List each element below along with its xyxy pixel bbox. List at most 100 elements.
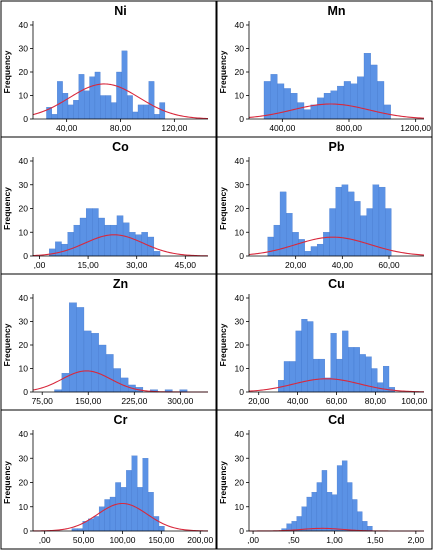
- x-tick-label: 200,00: [187, 535, 213, 545]
- y-tick-label: 40: [19, 293, 29, 303]
- histogram-bar: [296, 516, 302, 532]
- histogram-bar: [279, 191, 287, 257]
- histogram-bar: [330, 90, 338, 120]
- histogram-bar: [313, 358, 320, 393]
- x-tick-label: 100,00: [401, 396, 427, 406]
- normal-curve: [32, 502, 209, 532]
- histogram-bar: [51, 114, 58, 120]
- x-tick-label: 80,00: [365, 396, 387, 406]
- y-tick-label: 10: [235, 364, 245, 374]
- histogram-bar: [91, 333, 99, 393]
- panel-ni: Ni Frequency 0 10 20 30 40 40,00 80,00 120,00: [0, 0, 217, 138]
- histogram-bar: [73, 100, 79, 120]
- y-tick-label: 0: [239, 114, 244, 124]
- histogram-bar: [352, 499, 358, 532]
- histogram-bar: [98, 344, 107, 393]
- histogram-bar: [335, 186, 343, 257]
- x-tick-label: 60,00: [378, 260, 400, 270]
- y-tick-label: 30: [235, 180, 245, 190]
- chart-title: Co: [112, 140, 129, 154]
- y-tick-label: 0: [23, 114, 28, 124]
- histogram-bar: [326, 492, 333, 532]
- histogram-bar: [79, 217, 87, 257]
- histogram-bar: [93, 516, 100, 532]
- histogram-bar: [100, 95, 106, 120]
- histogram-bar: [110, 224, 118, 257]
- histogram-bar: [383, 365, 390, 393]
- histogram-bar: [104, 224, 111, 257]
- histogram-bar: [69, 302, 77, 393]
- histogram-bar: [336, 358, 343, 393]
- panel-mn: Mn Frequency 0 10 20 30 40 400,00 800,00 1200,00: [216, 0, 433, 138]
- histogram-bar: [347, 482, 353, 532]
- y-tick-label: 30: [235, 44, 245, 54]
- histogram-bar: [310, 246, 318, 257]
- histogram-bar: [283, 361, 290, 393]
- histogram-bar: [337, 85, 345, 120]
- y-tick-label: 40: [19, 20, 29, 30]
- histogram-bar: [270, 74, 278, 120]
- y-axis-label: Frequency: [218, 187, 228, 230]
- histogram-bar: [127, 95, 133, 120]
- panel-cu: Cu Frequency 0 10 20 30 40 20,00 40,00 60,00 80,00…: [216, 273, 433, 411]
- histogram-bar: [137, 104, 144, 120]
- histogram-bar: [113, 368, 121, 393]
- x-tick-label: 1,50: [367, 535, 384, 545]
- y-tick-label: 10: [235, 502, 245, 512]
- histogram-bar: [336, 465, 343, 532]
- histogram-bar: [135, 234, 142, 257]
- y-tick-label: 0: [23, 387, 28, 397]
- chart-title: Pb: [329, 140, 345, 154]
- histogram-bar: [67, 232, 74, 257]
- histogram-bar: [311, 492, 318, 532]
- x-tick-label: 20,00: [248, 396, 270, 406]
- histogram-bar: [84, 90, 90, 120]
- y-tick-label: 0: [239, 526, 244, 536]
- x-tick-label: 1,00: [326, 535, 343, 545]
- histogram-bar: [115, 482, 122, 532]
- histogram-bar: [92, 208, 99, 257]
- x-tick-label: 150,00: [148, 535, 174, 545]
- histogram-bar: [371, 368, 378, 393]
- histogram-bar: [310, 104, 318, 120]
- histogram-bar: [94, 71, 101, 120]
- histogram-bar: [321, 470, 328, 532]
- histogram-bar: [147, 492, 154, 532]
- histogram-bar: [122, 222, 130, 257]
- x-tick-label: 20,00: [285, 260, 307, 270]
- y-tick-label: 20: [19, 204, 29, 214]
- histogram-bar: [303, 109, 311, 120]
- normal-curve: [248, 103, 425, 119]
- x-tick-label: 80,00: [110, 123, 132, 133]
- histogram-bar: [110, 102, 117, 120]
- panel-cr: Cr Frequency 0 10 20 30 40 ,00 50,00 100,00 150,00…: [0, 409, 217, 550]
- y-tick-label: 10: [235, 91, 245, 101]
- histogram-bar: [378, 186, 386, 257]
- histogram-bar: [83, 330, 92, 393]
- histogram-bar: [153, 251, 161, 257]
- histogram-bar: [142, 458, 149, 532]
- x-tick-label: ,00: [34, 260, 46, 270]
- histogram-bar: [286, 213, 293, 257]
- histogram-bar: [78, 74, 85, 120]
- y-axis-label: Frequency: [218, 461, 228, 504]
- histogram-bar: [301, 506, 307, 532]
- normal-curve: [248, 378, 425, 393]
- x-tick-label: 300,00: [167, 396, 193, 406]
- histogram-bar: [347, 191, 355, 257]
- histogram-bar: [323, 93, 331, 120]
- histogram-bar: [105, 95, 112, 120]
- histogram-bar: [357, 76, 365, 120]
- histogram-bar: [362, 521, 368, 532]
- y-tick-label: 0: [239, 387, 244, 397]
- histogram-bar: [316, 482, 323, 532]
- histogram-bar: [341, 460, 348, 532]
- histogram-bar: [105, 354, 114, 393]
- histogram-bar: [383, 104, 391, 120]
- x-tick-label: ,50: [288, 535, 300, 545]
- histogram-bar: [359, 354, 366, 393]
- histogram-bar: [73, 224, 81, 257]
- histogram-bar: [354, 201, 361, 257]
- y-tick-label: 40: [19, 429, 29, 439]
